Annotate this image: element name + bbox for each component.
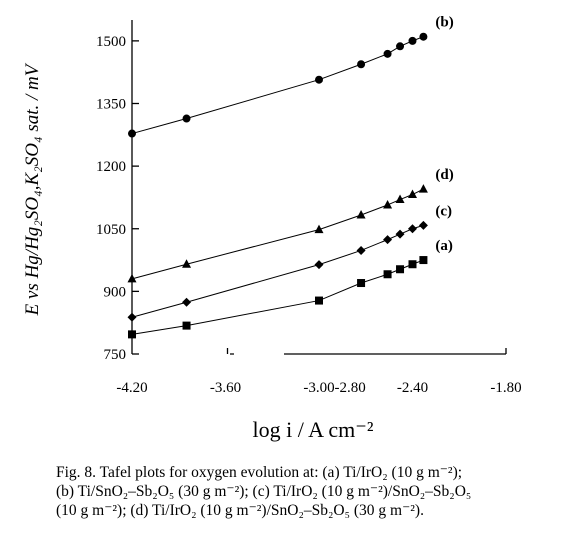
series-line bbox=[131, 224, 424, 318]
x-tick-label: -4.20 bbox=[116, 380, 147, 396]
triangle-marker bbox=[314, 224, 324, 234]
figure-caption: Fig. 8. Tafel plots for oxygen evolution… bbox=[56, 463, 556, 520]
series-line bbox=[131, 36, 424, 135]
square-marker bbox=[357, 279, 366, 288]
circle-marker bbox=[182, 114, 191, 123]
triangle-marker bbox=[127, 273, 137, 283]
series-label: (b) bbox=[435, 15, 453, 31]
series-label: (a) bbox=[435, 238, 453, 254]
diamond-marker bbox=[383, 235, 393, 245]
square-marker bbox=[419, 256, 428, 265]
y-tick-label: 1350 bbox=[96, 97, 126, 113]
series-label: (c) bbox=[435, 203, 452, 219]
circle-marker bbox=[357, 60, 366, 69]
x-tick-label: -1.80 bbox=[490, 380, 521, 396]
square-marker bbox=[396, 265, 405, 274]
square-marker bbox=[182, 321, 191, 330]
series-line bbox=[131, 188, 424, 280]
circle-marker bbox=[315, 75, 323, 84]
diamond-marker bbox=[182, 297, 192, 307]
triangle-marker bbox=[395, 194, 405, 204]
series-line bbox=[131, 259, 424, 335]
circle-marker bbox=[396, 42, 405, 51]
y-tick-label: 750 bbox=[104, 347, 127, 363]
x-tick-label: -3.60 bbox=[210, 380, 241, 396]
square-marker bbox=[383, 270, 392, 279]
caption-line: (b) Ti/SnO₂–Sb₂O₅ (30 g m⁻²); (c) Ti/IrO… bbox=[56, 483, 472, 500]
square-marker bbox=[408, 260, 417, 269]
caption-line: (10 g m⁻²); (d) Ti/IrO₂ (10 g m⁻²)/SnO₂–… bbox=[56, 502, 424, 519]
circle-marker bbox=[383, 49, 392, 58]
diamond-marker bbox=[314, 260, 324, 270]
series-labels: (a) (b) (c) (d) bbox=[435, 15, 453, 254]
triangle-marker bbox=[383, 199, 393, 209]
x-tick-label: -2.40 bbox=[397, 380, 428, 396]
circle-marker bbox=[128, 129, 136, 138]
x-tick-label: -3.00 bbox=[303, 380, 334, 396]
triangle-marker bbox=[408, 189, 417, 199]
data-points bbox=[127, 32, 428, 339]
circle-marker bbox=[408, 36, 417, 45]
caption-line: Fig. 8. Tafel plots for oxygen evolution… bbox=[56, 464, 463, 481]
x-axis-label: log i / A cm⁻² bbox=[253, 417, 374, 442]
diamond-marker bbox=[356, 245, 366, 255]
series-label: (d) bbox=[435, 167, 453, 183]
square-marker bbox=[315, 296, 323, 305]
axes bbox=[131, 20, 507, 355]
y-tick-label: 1050 bbox=[96, 222, 126, 238]
circle-marker bbox=[419, 32, 428, 41]
y-tick-label: 1500 bbox=[96, 34, 126, 50]
square-marker bbox=[128, 330, 136, 339]
diamond-marker bbox=[395, 229, 405, 239]
triangle-marker bbox=[356, 209, 366, 219]
x-tick-label: -2.80 bbox=[335, 380, 366, 396]
y-tick-label: 1200 bbox=[96, 159, 126, 175]
triangle-marker bbox=[182, 259, 192, 268]
y-axis-label: E vs Hg/Hg₂SO₄,K₂SO₄ sat. / mV bbox=[22, 62, 43, 316]
diamond-marker bbox=[418, 220, 428, 230]
series-lines bbox=[131, 36, 424, 335]
triangle-marker bbox=[418, 184, 428, 193]
diamond-marker bbox=[127, 312, 137, 322]
diamond-marker bbox=[408, 224, 417, 234]
y-tick-label: 900 bbox=[104, 284, 127, 300]
